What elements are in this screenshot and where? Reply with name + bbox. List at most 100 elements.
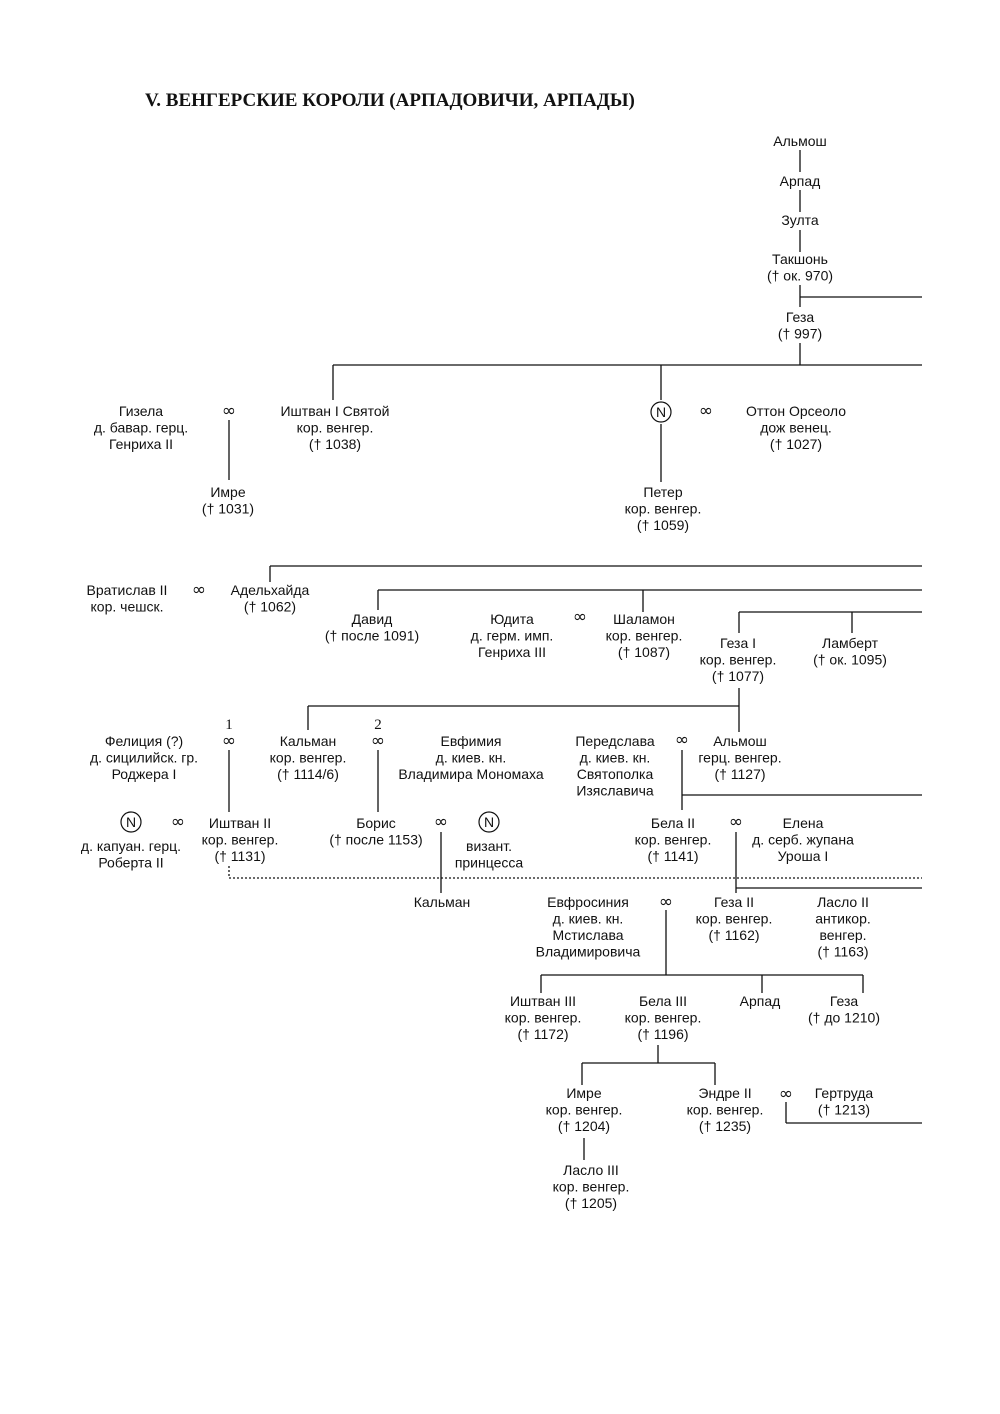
person-line: Геза: [786, 309, 815, 325]
person-line: Иштван I Святой: [280, 403, 389, 419]
person-10: Вратислав II кор. чешск.: [87, 582, 168, 615]
person-line: Вратислав II: [87, 582, 168, 598]
person-line: († 1062): [244, 599, 296, 615]
person-12: Давид († после 1091): [325, 611, 419, 644]
marriage-symbol: ∞: [171, 812, 185, 832]
person-line: Бела III: [639, 993, 687, 1009]
person-line: Ласло III: [563, 1162, 619, 1178]
marriage-symbol: ∞: [573, 607, 587, 627]
person-line: Кальман: [414, 894, 471, 910]
person-line: Петер: [643, 484, 682, 500]
person-line: († 1114/6): [277, 766, 339, 782]
person-line: († 1163): [817, 944, 868, 960]
person-line: д. киев. кн.: [553, 911, 624, 927]
person-line: д. сицилийск. гр.: [90, 750, 198, 766]
person-line: Оттон Орсеоло: [746, 403, 846, 419]
person-line: антикор.: [815, 911, 871, 927]
person-line: Евфросиния: [547, 894, 629, 910]
person-line: Зулта: [781, 212, 819, 228]
marriage-symbol: ∞: [779, 1084, 793, 1104]
person-line: герц. венгер.: [698, 750, 781, 766]
person-line: († 1131): [214, 848, 265, 864]
person-0: Альмош: [773, 133, 826, 149]
person-21: Альмош герц. венгер. († 1127): [698, 733, 781, 782]
person-line: Шаламон: [613, 611, 675, 627]
person-line: Изяславича: [576, 783, 654, 799]
marriage-symbol: ∞: [729, 812, 743, 832]
person-line: Роберта II: [98, 855, 163, 871]
person-line: кор. венгер.: [635, 832, 712, 848]
person-17: Фелиция (?) д. сицилийск. гр. Роджера I: [90, 733, 198, 782]
person-32: Иштван III кор. венгер. († 1172): [505, 993, 582, 1042]
person-line: Давид: [352, 611, 393, 627]
person-line: визант.: [466, 838, 512, 854]
person-line: († 1027): [770, 436, 822, 452]
person-7: Оттон Орсеоло дож венец. († 1027): [746, 403, 846, 452]
marriage-symbol: ∞: [371, 731, 385, 751]
person-25: визант. принцесса: [455, 838, 524, 871]
person-8: Имре († 1031): [202, 484, 254, 517]
person-line: († ок. 970): [767, 268, 833, 284]
person-35: Геза († до 1210): [808, 993, 880, 1026]
person-line: Иштван II: [209, 815, 271, 831]
person-33: Бела III кор. венгер. († 1196): [625, 993, 702, 1042]
person-line: кор. венгер.: [700, 652, 777, 668]
person-31: Ласло II антикор. венгер. († 1163): [815, 894, 871, 960]
person-line: кор. венгер.: [270, 750, 347, 766]
person-11: Адельхайда († 1062): [231, 582, 310, 615]
svg-text:N: N: [656, 404, 666, 420]
person-22: д. капуан. герц. Роберта II: [81, 838, 181, 871]
person-line: Генриха III: [478, 644, 546, 660]
person-line: Такшонь: [772, 251, 828, 267]
person-line: Геза II: [714, 894, 754, 910]
person-line: д. серб. жупана: [752, 832, 854, 848]
person-line: кор. венгер.: [625, 501, 702, 517]
person-13: Юдита д. герм. имп. Генриха III: [471, 611, 554, 660]
person-line: кор. венгер.: [696, 911, 773, 927]
person-line: Арпад: [740, 993, 781, 1009]
person-line: кор. венгер.: [606, 628, 683, 644]
person-line: Юдита: [490, 611, 534, 627]
marriage-symbol: ∞: [675, 730, 689, 750]
person-line: д. киев. кн.: [436, 750, 507, 766]
person-line: венгер.: [819, 927, 866, 943]
person-29: Евфросиния д. киев. кн. Мстислава Владимиро…: [536, 894, 641, 960]
person-line: († ок. 1095): [813, 652, 887, 668]
person-19: Евфимия д. киев. кн. Владимира Мономаха: [398, 733, 544, 782]
person-line: († 1059): [637, 517, 689, 533]
person-line: († 1213): [818, 1102, 870, 1118]
person-line: кор. чешск.: [91, 599, 164, 615]
person-line: Святополка: [577, 766, 654, 782]
person-line: Гертруда: [815, 1085, 874, 1101]
person-line: Геза: [830, 993, 859, 1009]
person-line: Альмош: [773, 133, 826, 149]
marriage-number: 1: [225, 717, 233, 733]
person-line: Елена: [783, 815, 824, 831]
person-30: Геза II кор. венгер. († 1162): [696, 894, 773, 943]
marriage-symbol: ∞: [222, 731, 236, 751]
person-line: († 1205): [565, 1195, 617, 1211]
person-line: († 1127): [714, 766, 765, 782]
person-line: кор. венгер.: [505, 1010, 582, 1026]
person-16: Ламберт († ок. 1095): [813, 635, 887, 668]
person-line: дож венец.: [760, 420, 832, 436]
person-line: Геза I: [720, 635, 756, 651]
person-line: Эндре II: [698, 1085, 751, 1101]
unknown-person-icon: N: [120, 811, 142, 833]
person-line: кор. венгер.: [297, 420, 374, 436]
person-line: Ламберт: [822, 635, 879, 651]
symbols: ∞ ∞∞∞∞ ∞ ∞∞ ∞ ∞∞∞1 2NN N: [120, 401, 793, 1104]
person-line: Имре: [210, 484, 245, 500]
person-38: Гертруда († 1213): [815, 1085, 874, 1118]
person-line: († 1235): [699, 1118, 751, 1134]
person-line: Гизела: [119, 403, 163, 419]
person-line: († после 1091): [325, 628, 419, 644]
unknown-person-icon: N: [650, 401, 672, 423]
person-line: кор. венгер.: [553, 1179, 630, 1195]
person-line: († 1196): [637, 1026, 688, 1042]
person-line: Адельхайда: [231, 582, 310, 598]
person-line: д. герм. имп.: [471, 628, 554, 644]
